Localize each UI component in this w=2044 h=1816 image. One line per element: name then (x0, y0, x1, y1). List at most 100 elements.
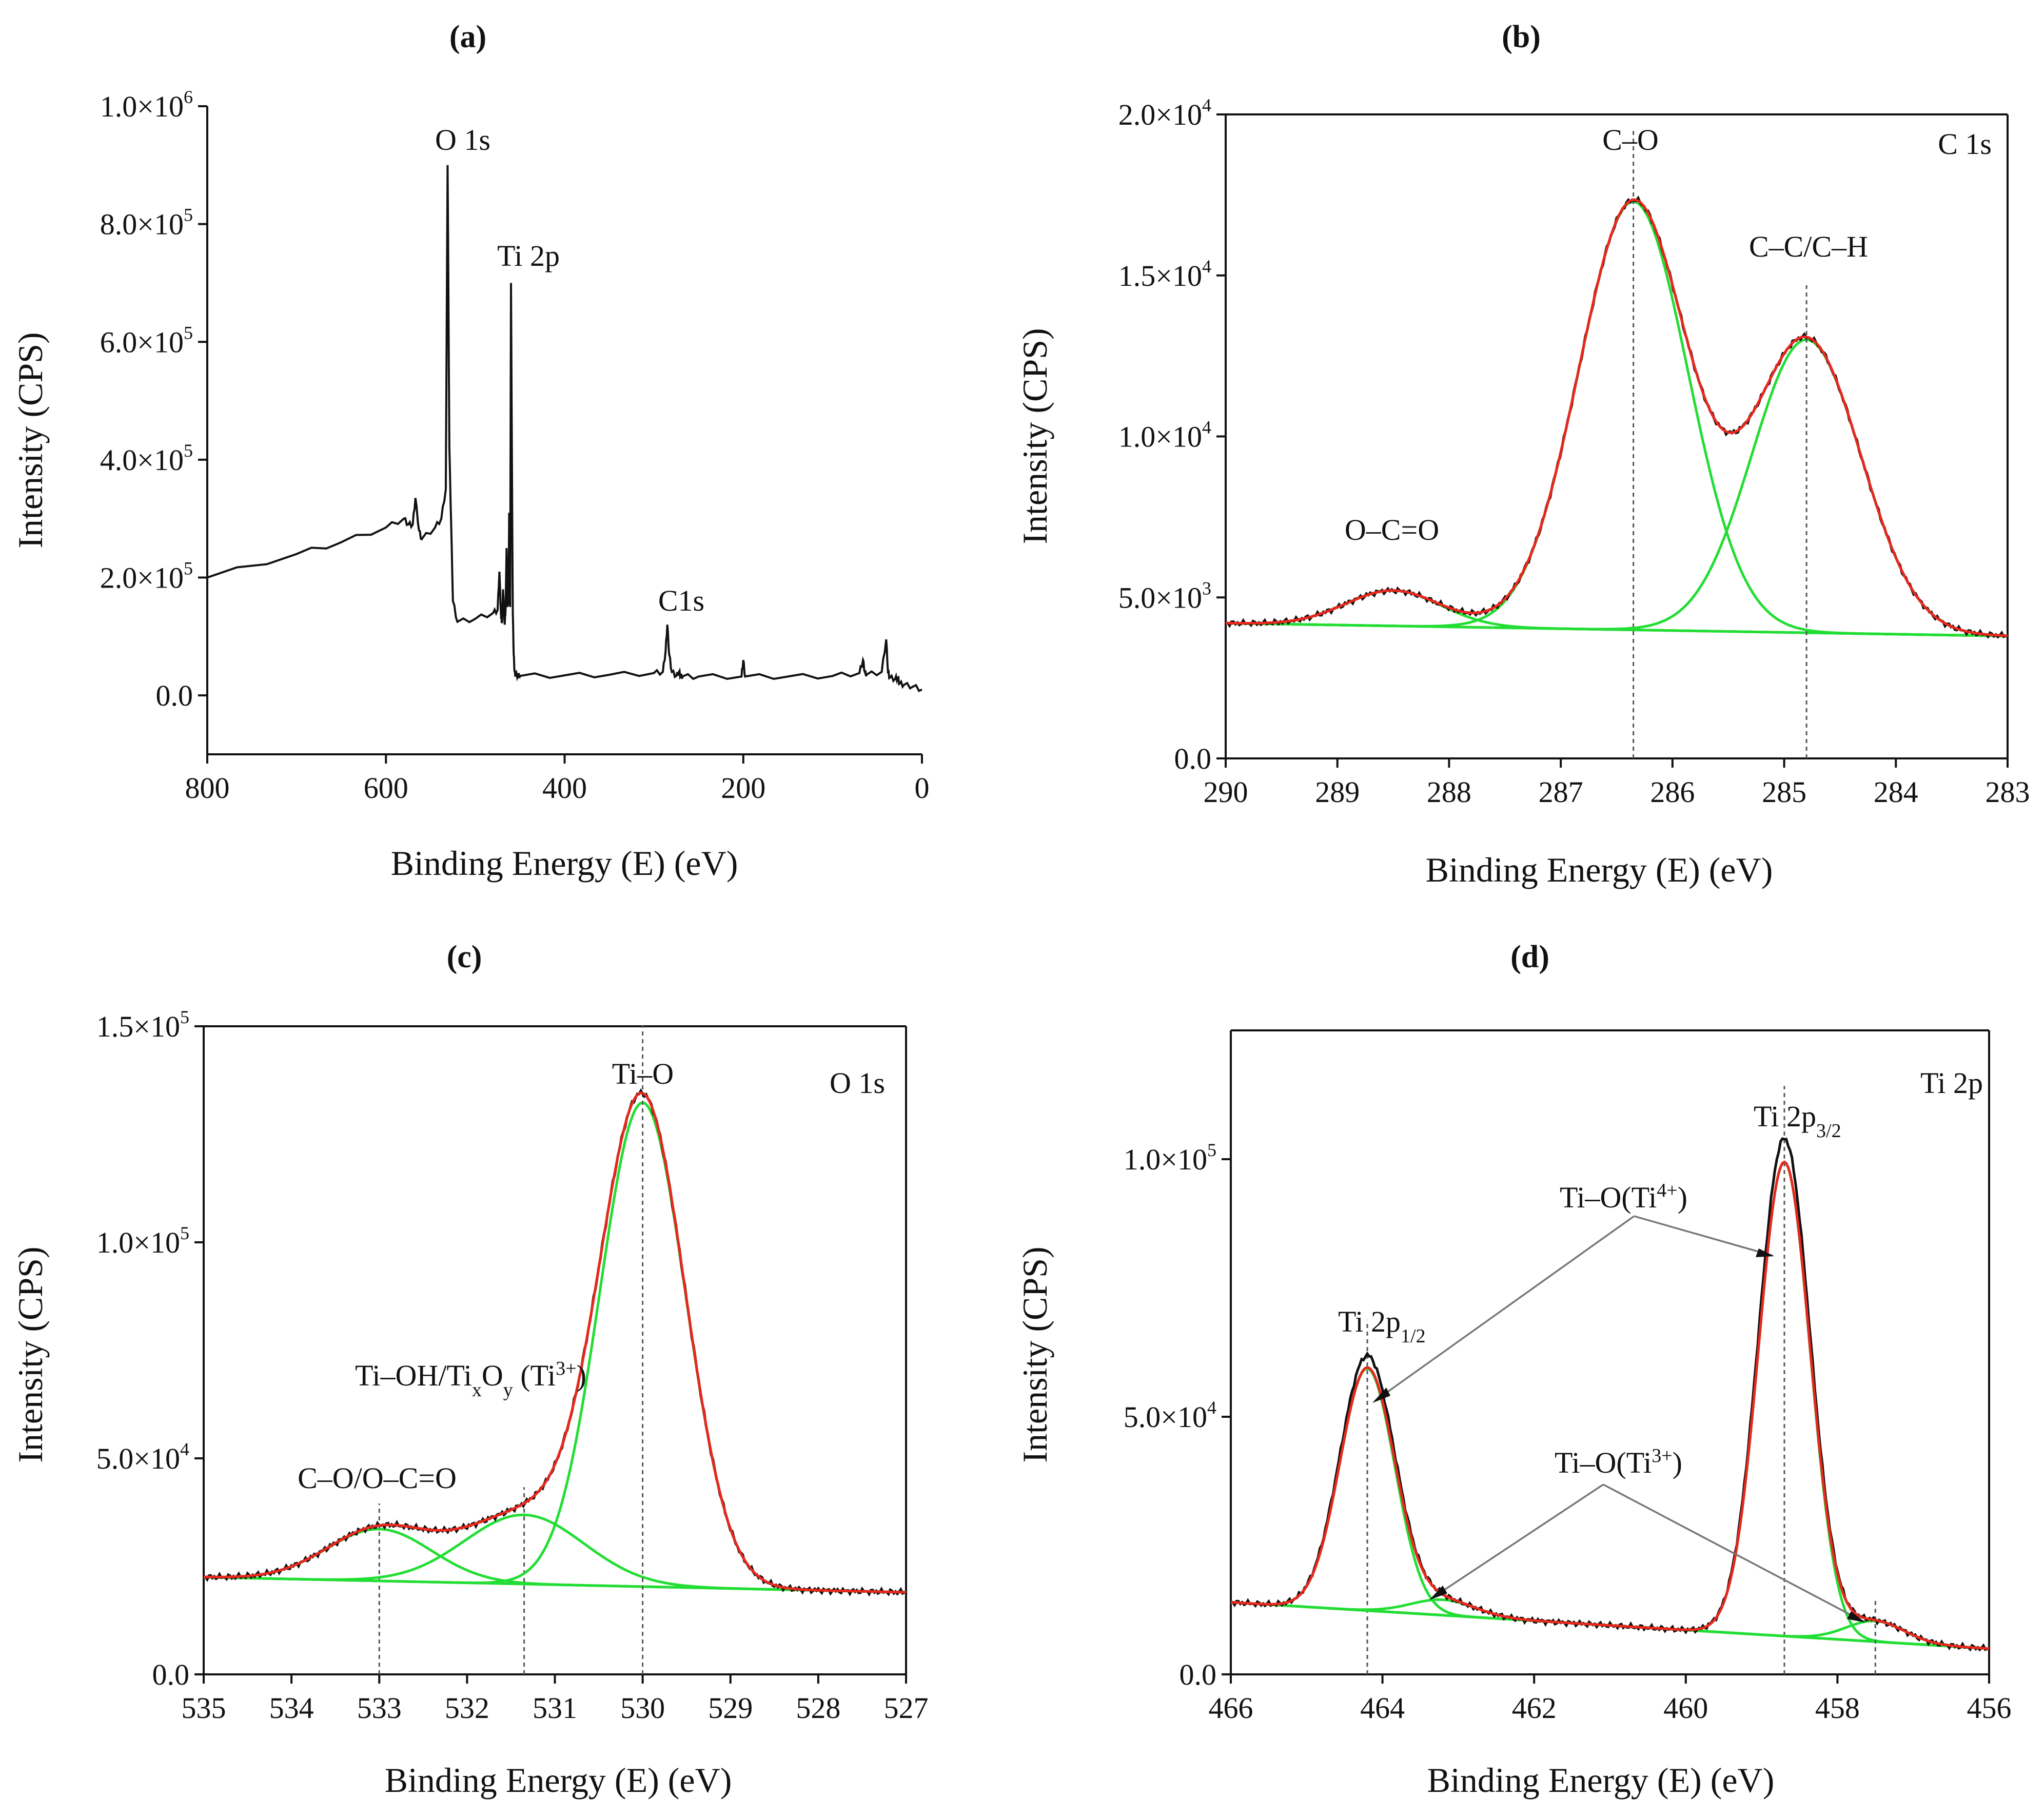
panel-d-series (1230, 1086, 1990, 1674)
panel-b-x-axis-title: Binding Energy (E) (eV) (1426, 850, 1773, 889)
panel-a-y-tick-label: 4.0×105 (100, 440, 193, 477)
panel-d-x-tick-label: 464 (1360, 1691, 1405, 1725)
panel-a-axes: 800 600 400 200 0 0.0 2.0×105 4.0×105 6.0×105 8.0… (100, 87, 930, 805)
panel-b-inset-title: C 1s (1938, 127, 1992, 161)
panel-b: (b) 290 289 288 287 286 285 284 283 0.0 5.0×103 1.… (1015, 19, 2030, 889)
panel-d-peak-label-ti2p32: Ti 2p3/2 (1754, 1100, 1841, 1142)
panel-a-y-tick-label: 8.0×105 (100, 205, 193, 241)
panel-d-x-tick-label: 460 (1663, 1691, 1708, 1725)
panel-b-y-tick-label: 2.0×104 (1118, 95, 1211, 131)
panel-c-series (203, 1025, 907, 1674)
panel-d-inset-title: Ti 2p (1920, 1066, 1983, 1100)
panel-d-axes: 466 464 462 460 458 456 0.0 5.0×104 1.0×105 (1124, 1029, 2012, 1725)
panel-c-x-tick-label: 527 (884, 1691, 929, 1725)
panel-d-x-axis-title: Binding Energy (E) (eV) (1427, 1761, 1775, 1800)
panel-d-x-tick-label: 462 (1512, 1691, 1557, 1725)
panel-a-x-axis-title: Binding Energy (E) (eV) (391, 844, 738, 883)
panel-c-inset-title: O 1s (830, 1066, 885, 1100)
panel-b-x-tick-label: 288 (1427, 775, 1471, 809)
panel-c-envelope-line (204, 1091, 907, 1594)
panel-d-x-tick-label: 456 (1967, 1691, 2012, 1725)
panel-d-y-tick-label: 5.0×104 (1124, 1397, 1216, 1434)
panel-a-y-tick-label: 6.0×105 (100, 322, 193, 359)
panel-b-component-3 (1226, 338, 2008, 637)
panel-d-component-1 (1230, 1367, 1990, 1650)
panel-d-y-tick-label: 0.0 (1180, 1658, 1217, 1691)
panel-b-x-tick-label: 290 (1204, 775, 1248, 809)
panel-a-x-tick-label: 400 (542, 771, 587, 805)
panel-d-arrow-ti3-left (1431, 1483, 1604, 1599)
panel-c-x-tick-label: 530 (620, 1691, 665, 1725)
panel-a-series (207, 165, 922, 693)
panel-b-y-tick-label: 0.0 (1174, 742, 1212, 775)
panel-b-label: (b) (1502, 19, 1541, 54)
panel-a-x-tick-label: 200 (721, 771, 765, 805)
panel-c-x-tick-label: 529 (708, 1691, 753, 1725)
panel-d-y-axis-title: Intensity (CPS) (1015, 1246, 1054, 1462)
panel-d-y-tick-label: 1.0×105 (1124, 1140, 1216, 1176)
panel-c-axes: 535 534 533 532 531 530 529 528 527 0.0 5.0×104 1.0… (96, 1007, 929, 1725)
panel-c-label: (c) (447, 940, 482, 974)
panel-c-x-tick-label: 535 (182, 1691, 226, 1725)
panel-c-y-axis-title: Intensity (CPS) (11, 1246, 50, 1462)
panel-b-y-tick-label: 1.5×104 (1118, 256, 1211, 292)
panel-b-y-tick-label: 1.0×104 (1118, 417, 1211, 454)
panel-c-peak-label-tioh: Ti–OH/TixOy (Ti3+) (355, 1358, 586, 1401)
panel-a-x-tick-label: 600 (364, 771, 408, 805)
panel-d-arrowhead-ti4-right (1756, 1248, 1774, 1257)
panel-a-peak-label-c1s: C1s (658, 584, 704, 617)
panel-c-component-3 (204, 1101, 907, 1594)
panel-d-x-tick-label: 458 (1815, 1691, 1860, 1725)
panel-a: (a) 800 600 400 200 0 0.0 2.0×105 4.0×105 6.0×10… (11, 19, 930, 883)
panel-c-x-tick-label: 533 (357, 1691, 402, 1725)
panel-b-x-tick-label: 289 (1315, 775, 1360, 809)
panel-d: (d) 466 464 462 460 458 4560.05.0×1041.0×105 … (1015, 940, 2012, 1800)
panel-d-label: (d) (1510, 940, 1549, 974)
panel-b-peak-label-cc: C–C/C–H (1749, 230, 1868, 263)
panel-d-arrowhead-ti3-right (1847, 1611, 1865, 1623)
panel-d-peak-label-ti2p12: Ti 2p1/2 (1338, 1305, 1426, 1347)
panel-b-x-tick-label: 286 (1650, 775, 1695, 809)
panel-b-peak-label-co: C–O (1602, 123, 1659, 157)
panel-b-x-tick-label: 284 (1874, 775, 1918, 809)
panel-d-peak-label-ti4: Ti–O(Ti4+) (1560, 1180, 1687, 1214)
panel-c-peak-label-tio: Ti–O (612, 1057, 674, 1090)
panel-a-peak-label-o1s: O 1s (435, 123, 490, 157)
panel-d-envelope-line (1230, 1160, 1990, 1650)
panel-d-arrow-ti3-right (1603, 1483, 1864, 1623)
panel-c-y-tick-label: 5.0×104 (96, 1439, 189, 1475)
panel-d-component-3 (1230, 1160, 1990, 1650)
panel-b-y-tick-label: 5.0×103 (1118, 578, 1211, 614)
panel-b-y-axis-title: Intensity (CPS) (1015, 328, 1054, 544)
panel-b-series (1225, 131, 2008, 758)
panel-c-x-tick-label: 528 (796, 1691, 840, 1725)
panel-a-peak-label-ti2p: Ti 2p (497, 239, 560, 272)
panel-d-arrowhead-ti4-left (1372, 1388, 1390, 1403)
panel-c-x-tick-label: 531 (533, 1691, 577, 1725)
panel-d-arrow-ti4-right (1634, 1215, 1773, 1257)
panel-d-measured-line (1231, 1137, 1990, 1652)
panel-b-component-2 (1225, 200, 2008, 637)
panel-a-survey-line (207, 165, 922, 693)
panel-d-arrow-ti4-left (1374, 1215, 1635, 1402)
panel-c-x-tick-label: 534 (269, 1691, 314, 1725)
panel-a-x-tick-label: 800 (185, 771, 230, 805)
panel-b-x-tick-label: 285 (1762, 775, 1806, 809)
panel-d-peak-label-ti3: Ti–O(Ti3+) (1555, 1445, 1682, 1479)
panel-c-y-tick-label: 0.0 (152, 1658, 190, 1691)
panel-c-x-tick-label: 532 (445, 1691, 489, 1725)
panel-a-y-tick-label: 0.0 (156, 679, 193, 712)
panel-b-axes: 290 289 288 287 286 285 284 283 0.0 5.0×103 1.0×10… (1118, 95, 2030, 809)
panel-a-label: (a) (449, 19, 486, 54)
panel-b-peak-label-occo: O–C=O (1345, 513, 1439, 546)
panel-c-peak-label-co: C–O/O–C=O (298, 1461, 457, 1495)
panel-a-x-tick-label: 0 (915, 771, 930, 805)
panel-b-x-tick-label: 287 (1539, 775, 1583, 809)
panel-b-x-tick-label: 283 (1986, 775, 2030, 809)
panel-b-measured-line (1225, 195, 2008, 639)
panel-b-envelope-line (1225, 198, 2008, 637)
panel-d-x-tick-label: 466 (1209, 1691, 1253, 1725)
panel-a-y-axis-title: Intensity (CPS) (11, 332, 50, 548)
panel-c-y-tick-label: 1.5×105 (96, 1007, 189, 1043)
